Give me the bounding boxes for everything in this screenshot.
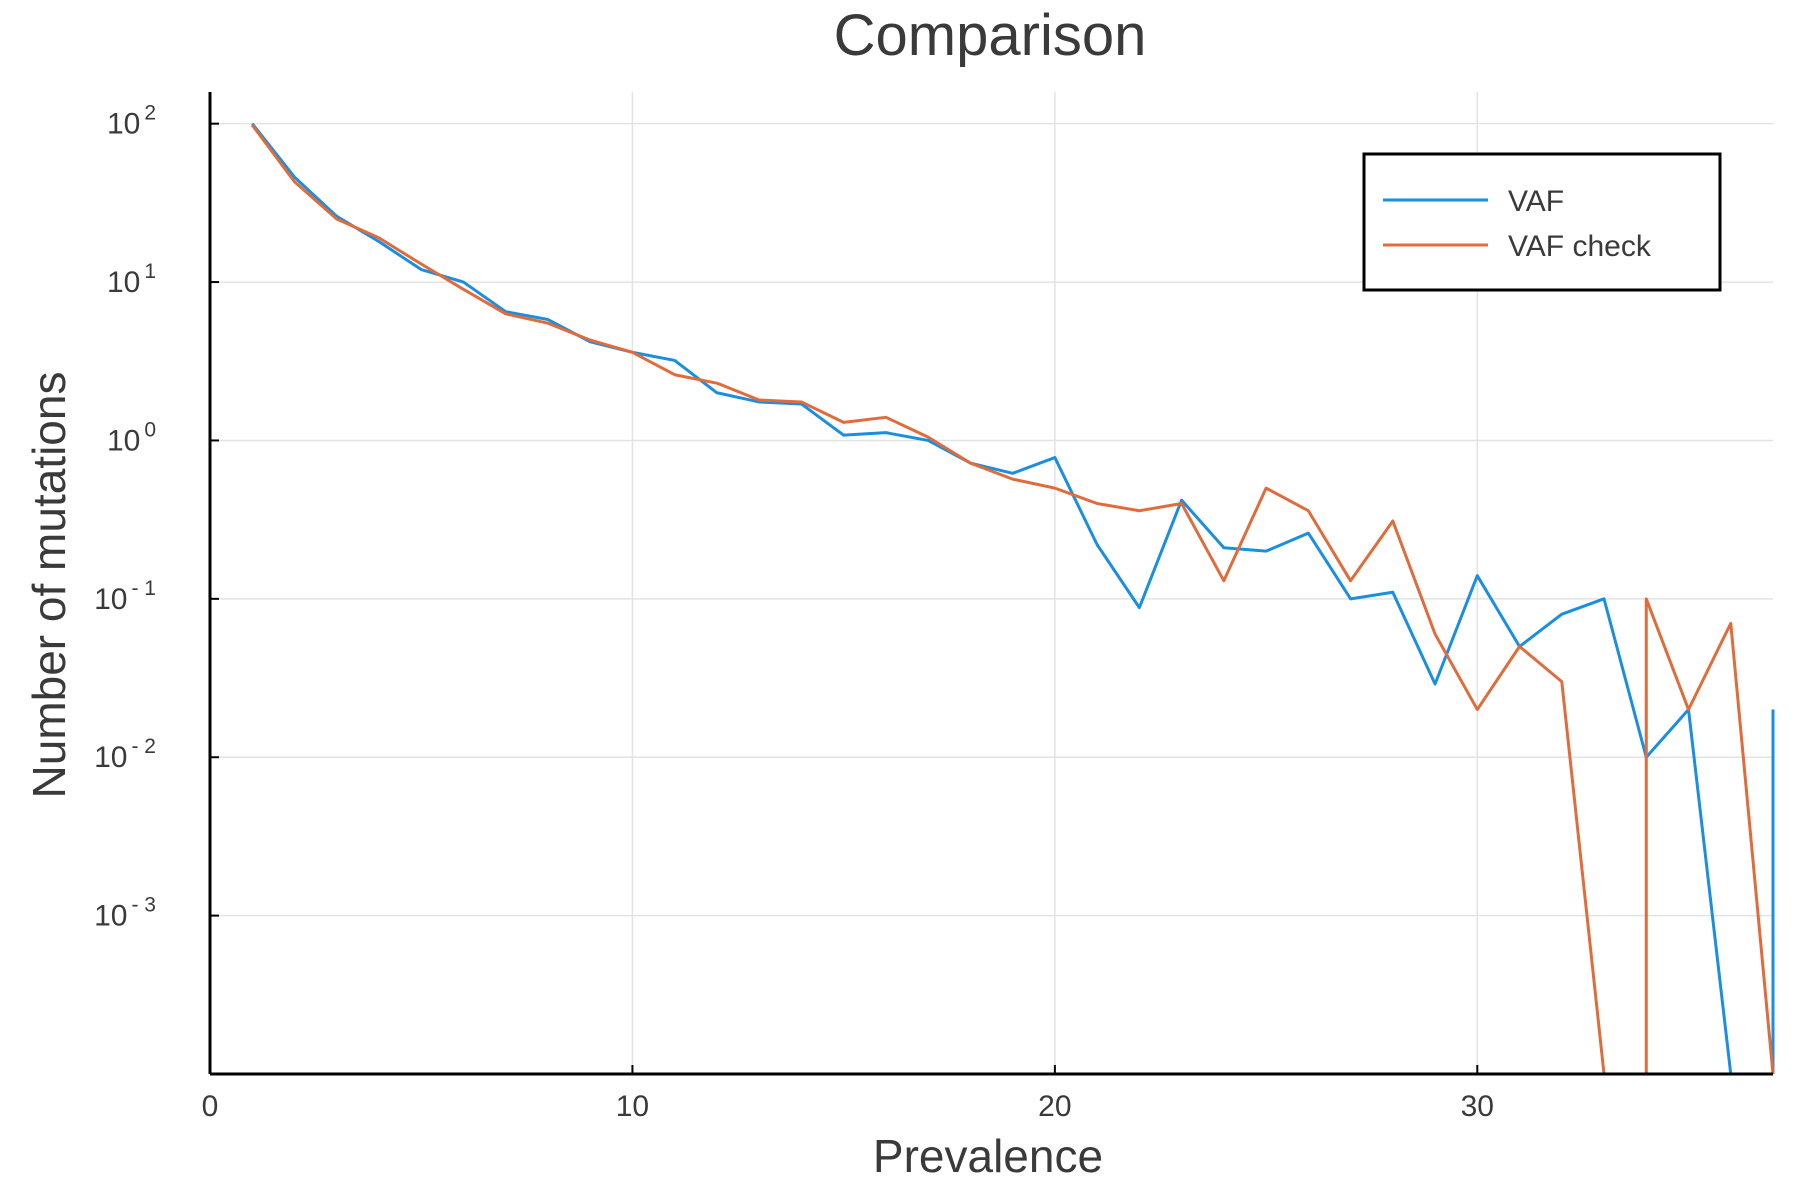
plot-series bbox=[251, 122, 1775, 1075]
x-tick-label: 0 bbox=[202, 1090, 219, 1123]
y-tick-label: 10 2 bbox=[107, 102, 156, 141]
legend: VAF VAF check bbox=[1362, 152, 1722, 292]
x-tick-label: 20 bbox=[1038, 1090, 1071, 1123]
x-tick-label: 10 bbox=[616, 1090, 649, 1123]
axes bbox=[208, 92, 1773, 1076]
x-tick-label: 30 bbox=[1461, 1090, 1494, 1123]
x-axis-label: Prevalence bbox=[873, 1130, 1103, 1182]
y-axis-label: Number of mutations bbox=[23, 372, 75, 799]
chart-title: Comparison bbox=[834, 3, 1147, 68]
y-tick-label: 10- 3 bbox=[94, 894, 156, 933]
y-tick-label: 10- 2 bbox=[94, 735, 156, 774]
y-tick-label: 10 1 bbox=[107, 260, 156, 299]
y-tick-label: 10- 1 bbox=[94, 577, 156, 616]
y-tick-label: 10 0 bbox=[107, 418, 156, 457]
legend-box bbox=[1362, 152, 1722, 292]
legend-label-vaf: VAF bbox=[1508, 185, 1564, 218]
series-line-vaf bbox=[251, 122, 1775, 1075]
legend-label-vaf-check: VAF check bbox=[1508, 230, 1652, 263]
series-line-vaf-check bbox=[251, 124, 1775, 1075]
